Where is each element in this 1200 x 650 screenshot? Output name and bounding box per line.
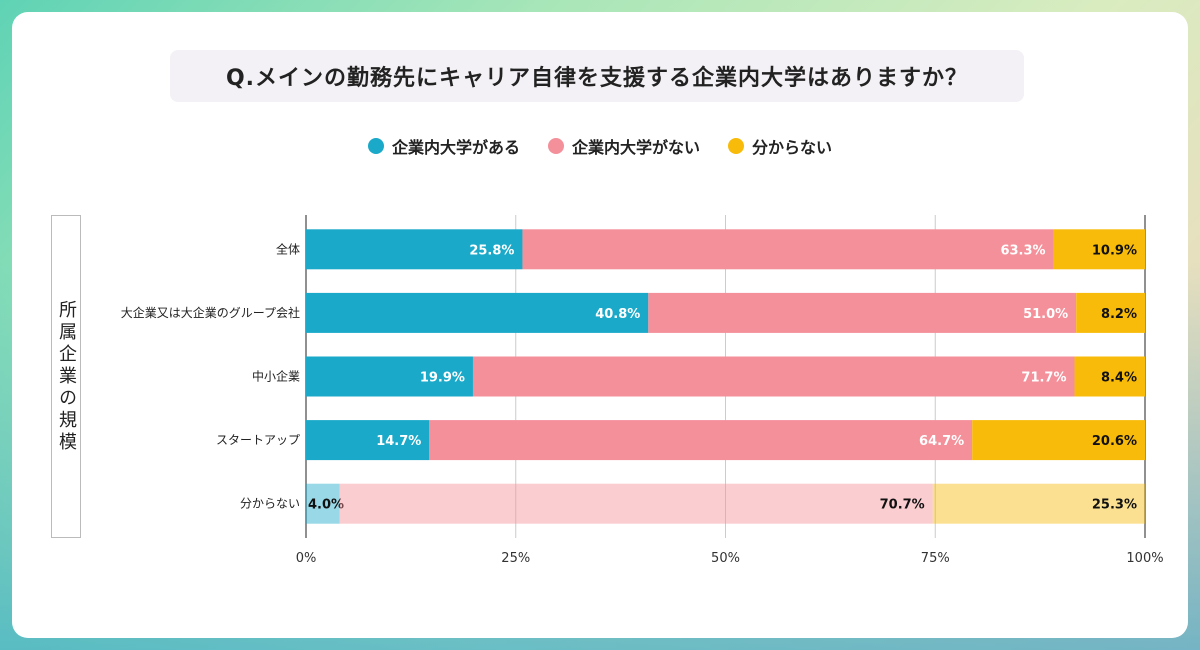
bar-segment [429, 420, 973, 461]
data-label: 8.2% [1101, 307, 1137, 322]
y-tick-label: 分からない [240, 497, 300, 511]
legend-label: 企業内大学がある [391, 138, 520, 157]
bar-segment [306, 229, 523, 270]
x-tick-label: 75% [921, 551, 950, 566]
data-label: 4.0% [308, 498, 344, 513]
legend-label: 企業内大学がない [571, 138, 700, 157]
bar-segment [1053, 229, 1145, 270]
x-tick-label: 50% [711, 551, 740, 566]
bar-segment [306, 292, 649, 333]
data-label: 64.7% [919, 434, 964, 449]
bar-segment [306, 356, 473, 397]
legend: 企業内大学がある 企業内大学がない 分からない [0, 134, 1200, 158]
data-label: 20.6% [1092, 434, 1137, 449]
data-label: 70.7% [880, 498, 925, 513]
legend-swatch [367, 138, 384, 154]
legend-item: 分からない [728, 134, 832, 158]
data-label: 71.7% [1021, 371, 1066, 386]
bar-segment [306, 483, 340, 524]
x-tick-label: 100% [1126, 551, 1163, 566]
y-tick-label: スタートアップ [216, 433, 300, 447]
bar-segment [472, 356, 1075, 397]
bar-segment [972, 420, 1145, 461]
data-label: 63.3% [1000, 243, 1045, 258]
legend-label: 分からない [752, 138, 833, 157]
y-tick-label: 大企業又は大企業のグループ会社 [121, 305, 300, 320]
data-label: 51.0% [1023, 307, 1068, 322]
legend-item: 企業内大学がある [367, 134, 520, 158]
data-label: 14.7% [376, 434, 421, 449]
data-label: 25.3% [1092, 498, 1137, 513]
data-label: 10.9% [1092, 243, 1137, 258]
bar-segment [932, 483, 1145, 524]
legend-swatch [547, 138, 564, 154]
chart-title: Q.メインの勤務先にキャリア自律を支援する企業内大学はありますか？ [170, 50, 1024, 102]
data-label: 40.8% [595, 307, 640, 322]
y-tick-label: 全体 [276, 241, 300, 256]
x-tick-label: 25% [501, 551, 530, 566]
bar-segment [306, 420, 430, 461]
bar-segment [522, 229, 1054, 270]
bar-segment [1074, 356, 1145, 397]
y-axis-title: 所属企業の規模 [51, 215, 81, 538]
y-tick-label: 中小企業 [252, 369, 300, 384]
bar-segment [339, 483, 933, 524]
legend-item: 企業内大学がない [547, 134, 700, 158]
data-label: 19.9% [420, 371, 465, 386]
bar-segment [1076, 292, 1145, 333]
bar-segment [648, 292, 1077, 333]
data-label: 25.8% [469, 243, 514, 258]
x-tick-label: 0% [296, 551, 317, 566]
legend-swatch [728, 138, 744, 154]
data-label: 8.4% [1101, 371, 1137, 386]
